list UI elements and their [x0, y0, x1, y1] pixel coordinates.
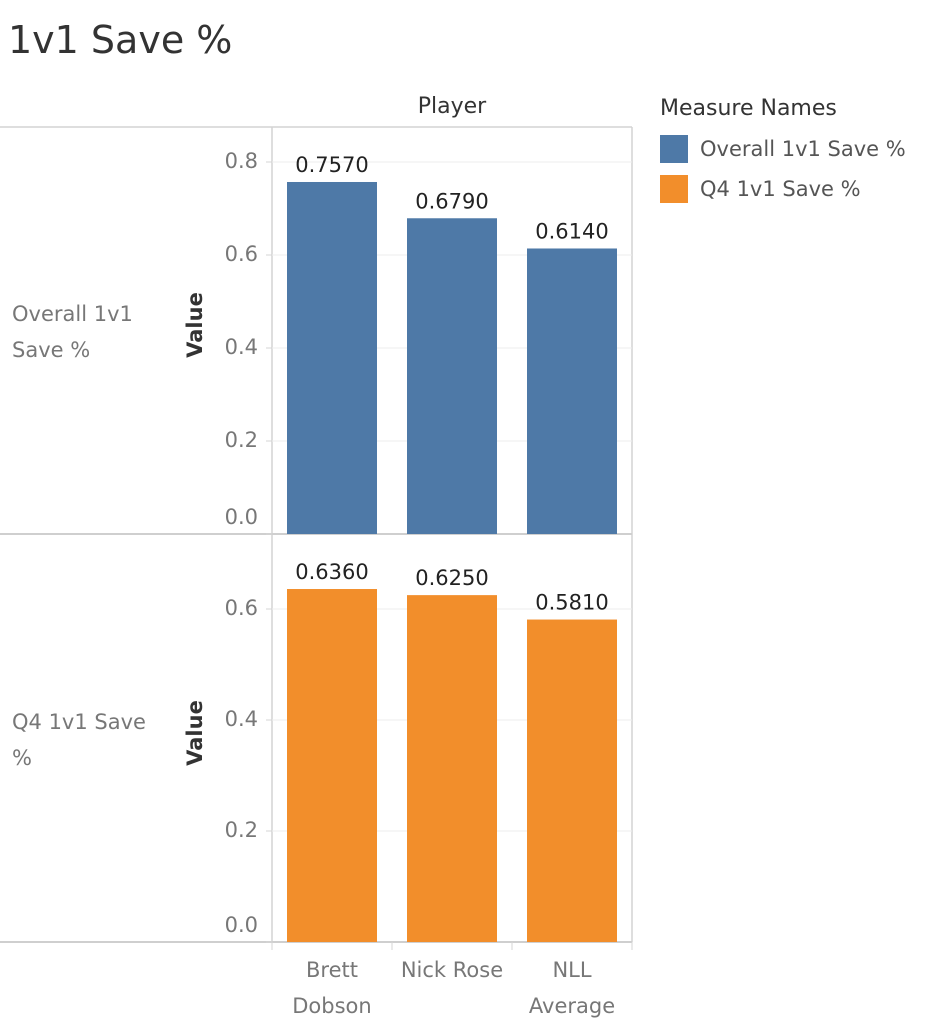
y-tick-label: 0.2 [225, 818, 258, 842]
x-label-line: Brett [306, 958, 358, 982]
data-label: 0.5810 [535, 591, 608, 615]
bar [287, 589, 377, 942]
data-label: 0.7570 [295, 153, 368, 177]
legend-title: Measure Names [660, 96, 837, 121]
legend-swatch-q4 [660, 175, 688, 203]
bar [527, 248, 617, 535]
chart-title: 1v1 Save % [8, 18, 233, 62]
y-tick-label: 0.2 [225, 428, 258, 452]
y-tick-label: 0.4 [225, 335, 258, 359]
y-tick-label: 0.8 [225, 149, 258, 173]
y-tick-label: 0.6 [225, 242, 258, 266]
bar [527, 619, 617, 942]
y-tick-label: 0.0 [225, 505, 258, 529]
x-label-line: Average [528, 994, 616, 1018]
y-tick-label: 0.6 [225, 596, 258, 620]
row-label-line: Q4 1v1 Save [12, 710, 146, 734]
bar [287, 181, 377, 534]
row-label-line: Overall 1v1 [12, 302, 133, 326]
y-tick-label: 0.4 [225, 707, 258, 731]
data-label: 0.6250 [415, 566, 488, 590]
x-label-line: Nick Rose [400, 958, 504, 982]
x-label-nick-rose: Nick Rose [392, 952, 512, 988]
x-label-line: Dobson [292, 994, 372, 1018]
legend-label-overall: Overall 1v1 Save % [700, 137, 906, 161]
x-label-line: NLL [552, 958, 592, 982]
legend-label-q4: Q4 1v1 Save % [700, 177, 861, 201]
legend-item-q4[interactable]: Q4 1v1 Save % [660, 169, 930, 209]
row-label-q4: Q4 1v1 Save % [12, 704, 162, 776]
data-label: 0.6140 [535, 219, 608, 243]
bar [407, 218, 497, 534]
x-label-nll-average: NLL Average [512, 952, 632, 1024]
row-label-line: % [12, 746, 32, 770]
bar [407, 595, 497, 942]
row-label-overall: Overall 1v1 Save % [12, 296, 162, 368]
data-label: 0.6360 [295, 560, 368, 584]
legend: Measure Names Overall 1v1 Save % Q4 1v1 … [660, 96, 930, 209]
row-label-line: Save % [12, 338, 91, 362]
legend-swatch-overall [660, 135, 688, 163]
data-label: 0.6790 [415, 189, 488, 213]
column-header-player: Player [417, 94, 487, 119]
legend-item-overall[interactable]: Overall 1v1 Save % [660, 129, 930, 169]
x-label-brett-dobson: Brett Dobson [272, 952, 392, 1024]
y-tick-label: 0.0 [225, 913, 258, 937]
